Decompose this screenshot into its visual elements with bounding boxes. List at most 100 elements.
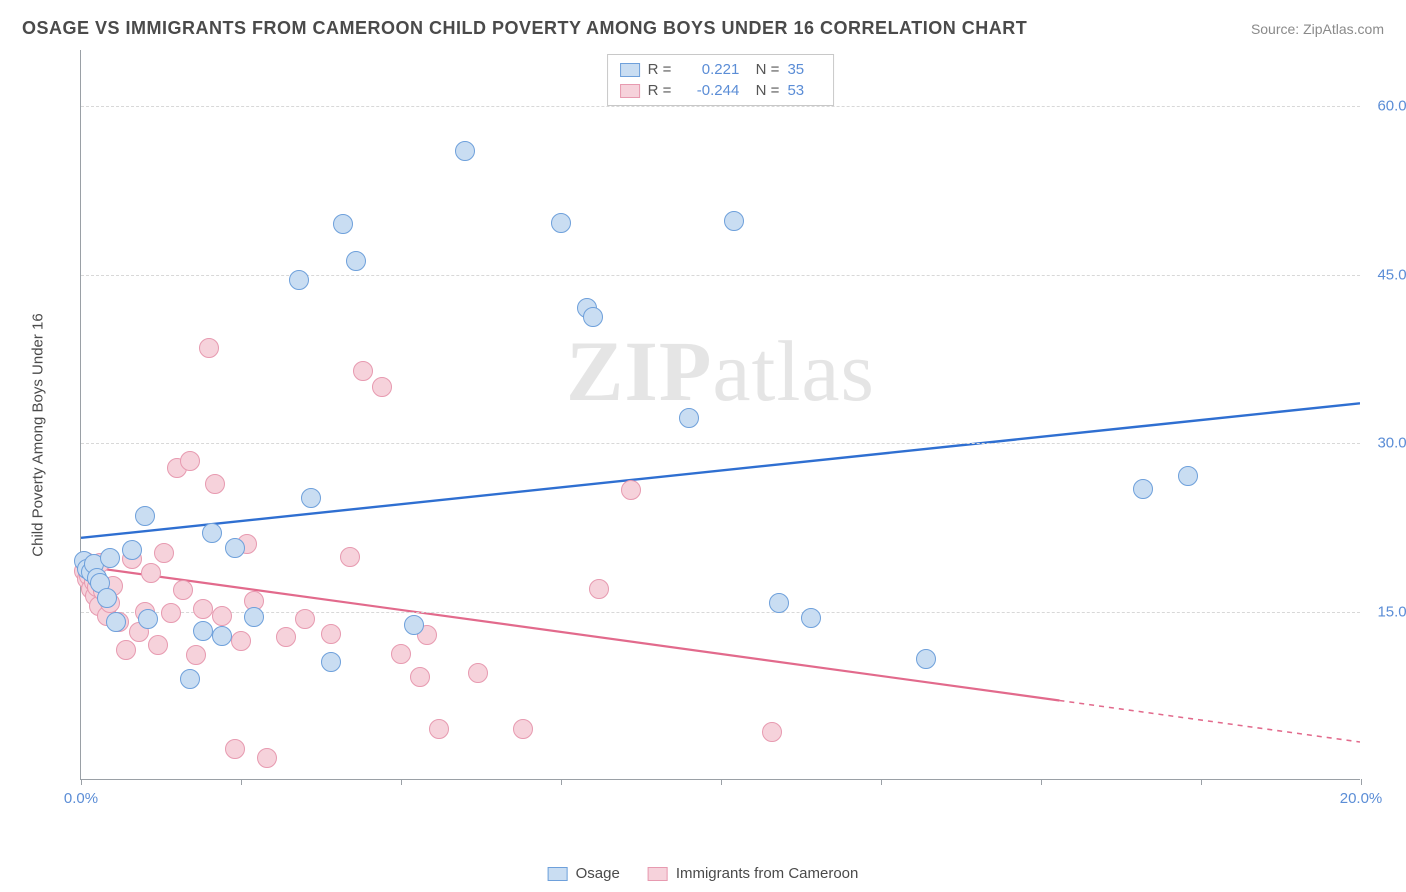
legend-label: Immigrants from Cameroon	[676, 865, 859, 882]
watermark: ZIPatlas	[566, 321, 875, 421]
data-point	[173, 580, 193, 600]
data-point	[391, 644, 411, 664]
data-point	[429, 719, 449, 739]
data-point	[289, 270, 309, 290]
y-tick-label: 60.0%	[1365, 98, 1406, 115]
chart-header: OSAGE VS IMMIGRANTS FROM CAMEROON CHILD …	[22, 18, 1384, 39]
x-tick	[881, 779, 882, 785]
y-axis-label: Child Poverty Among Boys Under 16	[30, 313, 47, 556]
data-point	[186, 645, 206, 665]
x-tick	[401, 779, 402, 785]
data-point	[180, 669, 200, 689]
series-legend: Osage Immigrants from Cameroon	[548, 865, 859, 882]
data-point	[199, 338, 219, 358]
legend-swatch	[620, 63, 640, 77]
data-point	[141, 563, 161, 583]
correlation-legend: R = 0.221 N = 35 R = -0.244 N = 53	[607, 54, 835, 106]
data-point	[321, 624, 341, 644]
data-point	[404, 615, 424, 635]
legend-swatch	[620, 84, 640, 98]
data-point	[202, 523, 222, 543]
data-point	[589, 579, 609, 599]
chart-area: Child Poverty Among Boys Under 16 ZIPatl…	[50, 50, 1386, 820]
data-point	[100, 548, 120, 568]
data-point	[916, 649, 936, 669]
gridline	[81, 275, 1360, 276]
data-point	[372, 377, 392, 397]
x-tick-label: 0.0%	[64, 790, 98, 807]
data-point	[180, 451, 200, 471]
r-label: R =	[648, 82, 672, 99]
y-tick-label: 30.0%	[1365, 435, 1406, 452]
data-point	[724, 211, 744, 231]
data-point	[212, 626, 232, 646]
data-point	[340, 547, 360, 567]
data-point	[551, 213, 571, 233]
x-tick	[81, 779, 82, 785]
data-point	[621, 480, 641, 500]
x-tick	[721, 779, 722, 785]
data-point	[212, 606, 232, 626]
n-value: 35	[787, 61, 821, 78]
data-point	[321, 652, 341, 672]
data-point	[148, 635, 168, 655]
chart-title: OSAGE VS IMMIGRANTS FROM CAMEROON CHILD …	[22, 18, 1027, 39]
data-point	[468, 663, 488, 683]
r-value: 0.221	[679, 61, 739, 78]
legend-swatch	[648, 867, 668, 881]
data-point	[769, 593, 789, 613]
data-point	[97, 588, 117, 608]
data-point	[205, 474, 225, 494]
data-point	[106, 612, 126, 632]
data-point	[583, 307, 603, 327]
x-tick	[561, 779, 562, 785]
data-point	[295, 609, 315, 629]
data-point	[1178, 466, 1198, 486]
x-tick	[241, 779, 242, 785]
data-point	[161, 603, 181, 623]
data-point	[122, 540, 142, 560]
legend-swatch	[548, 867, 568, 881]
data-point	[135, 506, 155, 526]
n-value: 53	[787, 82, 821, 99]
legend-row: R = -0.244 N = 53	[620, 80, 822, 101]
r-value: -0.244	[679, 82, 739, 99]
r-label: R =	[648, 61, 672, 78]
x-tick	[1041, 779, 1042, 785]
data-point	[231, 631, 251, 651]
legend-row: R =0.221 N =35	[620, 59, 822, 80]
x-tick-label: 20.0%	[1340, 790, 1383, 807]
data-point	[225, 739, 245, 759]
data-point	[333, 214, 353, 234]
data-point	[225, 538, 245, 558]
legend-label: Osage	[576, 865, 620, 882]
data-point	[1133, 479, 1153, 499]
data-point	[346, 251, 366, 271]
data-point	[455, 141, 475, 161]
data-point	[762, 722, 782, 742]
data-point	[679, 408, 699, 428]
data-point	[276, 627, 296, 647]
x-tick	[1361, 779, 1362, 785]
data-point	[154, 543, 174, 563]
data-point	[353, 361, 373, 381]
scatter-plot: ZIPatlas R =0.221 N =35R =-0.244 N =53 1…	[80, 50, 1360, 780]
data-point	[193, 599, 213, 619]
data-point	[410, 667, 430, 687]
y-tick-label: 45.0%	[1365, 266, 1406, 283]
legend-item: Immigrants from Cameroon	[648, 865, 859, 882]
data-point	[116, 640, 136, 660]
legend-item: Osage	[548, 865, 620, 882]
data-point	[301, 488, 321, 508]
gridline	[81, 612, 1360, 613]
source-label: Source: ZipAtlas.com	[1251, 21, 1384, 37]
data-point	[138, 609, 158, 629]
data-point	[801, 608, 821, 628]
y-tick-label: 15.0%	[1365, 603, 1406, 620]
trend-line	[81, 403, 1360, 538]
data-point	[193, 621, 213, 641]
x-tick	[1201, 779, 1202, 785]
n-label: N =	[747, 82, 779, 99]
data-point	[513, 719, 533, 739]
data-point	[244, 607, 264, 627]
